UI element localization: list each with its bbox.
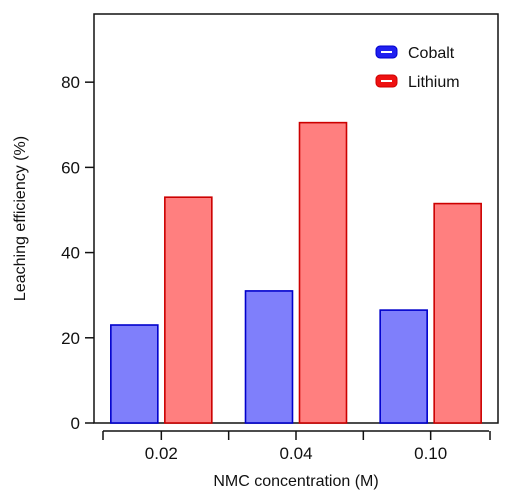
legend-label-cobalt: Cobalt <box>408 45 455 62</box>
legend-label-lithium: Lithium <box>408 74 460 91</box>
y-axis-title: Leaching efficiency (%) <box>12 136 29 301</box>
y-tick-label: 80 <box>61 73 80 92</box>
plot-border <box>93 13 499 424</box>
bars-group <box>110 121 482 424</box>
bar-lithium-0.02 <box>164 196 213 424</box>
x-tick-label: 0.10 <box>414 444 447 463</box>
x-tick-label: 0.04 <box>279 444 312 463</box>
bar-lithium-0.10 <box>433 202 482 424</box>
bar-cobalt-0.04 <box>244 290 294 424</box>
y-tick-label: 40 <box>61 244 80 263</box>
y-tick-label: 60 <box>61 158 80 177</box>
x-axis-title: NMC concentration (M) <box>213 473 378 490</box>
bar-cobalt-0.02 <box>110 324 159 424</box>
bar-lithium-0.04 <box>298 121 348 424</box>
y-tick-label: 0 <box>71 414 80 433</box>
plot-frame <box>93 13 499 424</box>
legend: Cobalt Lithium <box>375 45 460 91</box>
bar-cobalt-0.10 <box>379 309 428 424</box>
x-axis: 0.02 0.04 0.10 <box>102 430 491 463</box>
y-axis: 0 20 40 60 80 <box>61 73 94 433</box>
y-tick-label: 20 <box>61 329 80 348</box>
x-tick-label: 0.02 <box>145 444 178 463</box>
